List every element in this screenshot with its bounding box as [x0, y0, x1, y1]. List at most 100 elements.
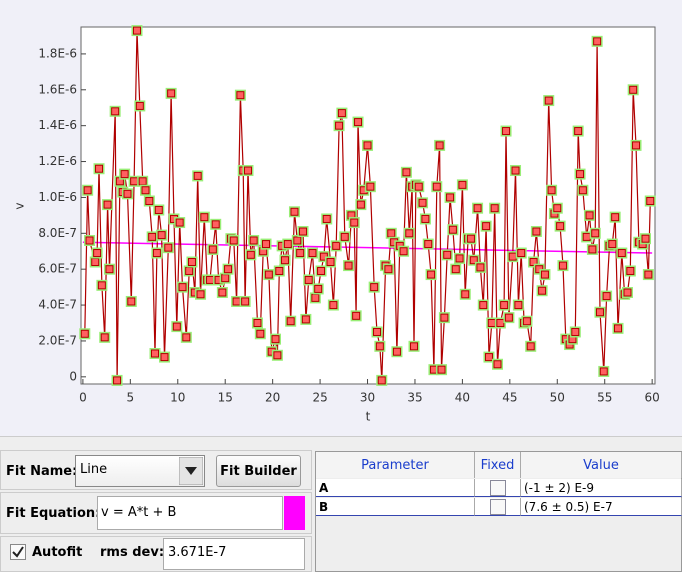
rms-label: rms dev: — [100, 545, 165, 560]
marker — [290, 207, 299, 216]
x-tick-label: 50 — [550, 391, 565, 405]
marker — [206, 275, 215, 284]
y-tick-label: 4.0E-7 — [38, 298, 77, 312]
table-header: Fixed — [475, 452, 521, 478]
marker — [95, 164, 104, 173]
fit-name-label: Fit Name: — [6, 464, 78, 479]
x-tick-label: 55 — [597, 391, 612, 405]
marker — [502, 127, 511, 136]
autofit-checkbox[interactable] — [10, 544, 26, 560]
marker — [83, 186, 92, 195]
y-tick-label: 1.6E-6 — [38, 82, 77, 96]
marker — [340, 232, 349, 241]
marker — [591, 229, 600, 238]
fit-builder-button[interactable]: Fit Builder — [216, 455, 301, 487]
marker — [578, 186, 587, 195]
y-tick-label: 1.4E-6 — [38, 118, 77, 132]
marker — [574, 127, 583, 136]
y-tick-label: 1.2E-6 — [38, 154, 77, 168]
marker — [157, 231, 166, 240]
marker — [373, 327, 382, 336]
marker — [221, 274, 230, 283]
marker — [487, 319, 496, 328]
marker — [280, 256, 289, 265]
marker — [366, 182, 375, 191]
marker — [283, 240, 292, 249]
x-tick-label: 20 — [265, 391, 280, 405]
marker — [329, 301, 338, 310]
marker — [484, 353, 493, 362]
marker — [350, 218, 359, 227]
marker — [299, 227, 308, 236]
marker — [623, 288, 632, 297]
marker — [105, 265, 114, 274]
marker — [522, 317, 531, 326]
marker — [160, 353, 169, 362]
marker — [314, 284, 323, 293]
x-tick-label: 40 — [455, 391, 470, 405]
marker — [493, 360, 502, 369]
marker — [182, 333, 191, 342]
marker — [626, 266, 635, 275]
marker — [582, 232, 591, 241]
fixed-checkbox[interactable] — [489, 479, 506, 496]
y-tick-label: 0 — [69, 369, 77, 383]
marker — [461, 290, 470, 299]
marker — [91, 258, 100, 267]
marker — [490, 204, 499, 213]
fit-equation-field[interactable]: v = A*t + B — [97, 496, 283, 530]
marker — [384, 265, 393, 274]
marker — [455, 254, 464, 263]
marker — [141, 186, 150, 195]
fixed-checkbox[interactable] — [489, 498, 506, 515]
marker — [151, 349, 160, 358]
marker — [427, 270, 436, 279]
fit-name-dropdown[interactable]: Line — [75, 455, 205, 487]
marker — [352, 311, 361, 320]
y-tick-label: 8.0E-7 — [38, 226, 77, 240]
marker — [97, 281, 106, 290]
x-tick-label: 45 — [502, 391, 517, 405]
marker — [593, 37, 602, 46]
marker — [432, 182, 441, 191]
marker — [473, 204, 482, 213]
fit-color-swatch[interactable] — [284, 496, 305, 530]
marker — [496, 319, 505, 328]
y-axis-label: v — [13, 202, 27, 209]
marker — [286, 317, 295, 326]
marker — [617, 249, 626, 258]
marker — [335, 121, 344, 130]
fixed-cell[interactable] — [475, 498, 521, 516]
marker — [451, 265, 460, 274]
marker — [120, 170, 129, 179]
marker — [437, 365, 446, 374]
marker — [322, 214, 331, 223]
marker — [103, 200, 112, 209]
marker — [375, 342, 384, 351]
marker — [540, 270, 549, 279]
marker — [138, 177, 147, 186]
marker — [264, 270, 273, 279]
marker — [377, 376, 386, 385]
marker — [514, 301, 523, 310]
marker — [178, 283, 187, 292]
marker — [532, 227, 541, 236]
marker — [154, 205, 163, 214]
marker — [241, 297, 250, 306]
x-tick-label: 5 — [127, 391, 135, 405]
marker — [571, 327, 580, 336]
marker — [172, 322, 181, 331]
marker — [243, 166, 252, 175]
fixed-cell[interactable] — [475, 479, 521, 497]
marker — [476, 263, 485, 272]
marker — [632, 141, 641, 150]
marker — [517, 249, 526, 258]
rms-value: 3.671E-7 — [163, 538, 305, 570]
marker — [613, 324, 622, 333]
marker — [185, 266, 194, 275]
marker — [418, 198, 427, 207]
autofit-label: Autofit — [32, 545, 83, 560]
x-tick-label: 10 — [170, 391, 185, 405]
marker — [317, 266, 326, 275]
